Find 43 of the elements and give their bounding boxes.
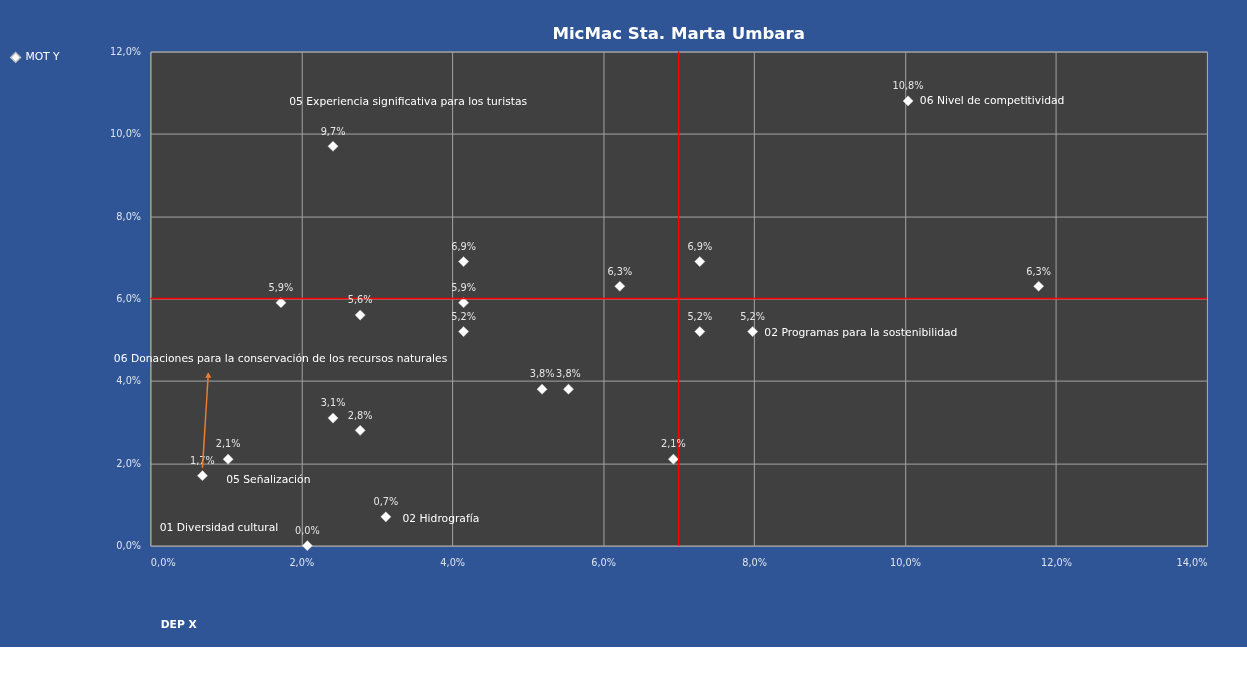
x-tick-label: 8,0%	[742, 556, 768, 568]
y-tick-label: 2,0%	[116, 457, 142, 469]
data-label: 5,9%	[268, 282, 294, 293]
data-label: 0,0%	[294, 524, 320, 536]
data-label: 0,7%	[373, 496, 399, 508]
data-label: 9,7%	[320, 125, 346, 137]
annotation: 06 Nivel de competitividad	[919, 93, 1065, 107]
x-axis-title: DEP X	[160, 618, 198, 632]
data-label: 6,9%	[451, 240, 476, 252]
y-tick-label: 0,0%	[116, 540, 142, 552]
annotation: 02 Programas para la sostenibilidad	[764, 326, 958, 340]
data-label: 3,8%	[529, 368, 555, 380]
x-tick-label: 0,0%	[150, 556, 176, 568]
x-tick-label: 4,0%	[440, 556, 466, 568]
data-label: 3,1%	[320, 397, 346, 409]
data-label: 5,9%	[451, 282, 476, 293]
data-label: 5,2%	[451, 310, 476, 322]
annotation: 05 Señalización	[226, 472, 311, 486]
data-label: 6,9%	[687, 240, 713, 252]
x-tick-label: 6,0%	[591, 556, 617, 568]
x-tick-label: 14,0%	[1176, 556, 1208, 568]
legend-label: MOT Y	[25, 50, 61, 64]
x-tick-label: 2,0%	[289, 556, 315, 568]
data-label: 5,2%	[740, 310, 766, 322]
annotation: 02 Hidrografía	[402, 511, 480, 525]
data-label: 6,3%	[607, 265, 633, 277]
annotation: 05 Experiencia significativa para los turistas	[289, 95, 528, 109]
data-label: 2,1%	[215, 438, 241, 450]
data-label: 6,3%	[1026, 265, 1052, 277]
y-tick-label: 4,0%	[116, 375, 142, 387]
chart-title: MicMac Sta. Marta Umbara	[552, 23, 805, 43]
data-label: 3,8%	[556, 368, 581, 380]
data-label: 5,2%	[687, 310, 713, 322]
x-tick-label: 12,0%	[1041, 556, 1072, 568]
y-tick-label: 6,0%	[116, 293, 142, 305]
y-tick-label: 8,0%	[116, 210, 142, 222]
y-tick-label: 12,0%	[110, 45, 142, 57]
data-label: 2,8%	[347, 409, 373, 421]
annotation: 01 Diversidad cultural	[159, 521, 279, 535]
annotation: 06 Donaciones para la conservación de los recursos naturales	[113, 352, 448, 366]
data-label: 10,8%	[892, 80, 924, 92]
x-tick-label: 10,0%	[890, 556, 922, 568]
y-tick-label: 10,0%	[110, 128, 142, 140]
